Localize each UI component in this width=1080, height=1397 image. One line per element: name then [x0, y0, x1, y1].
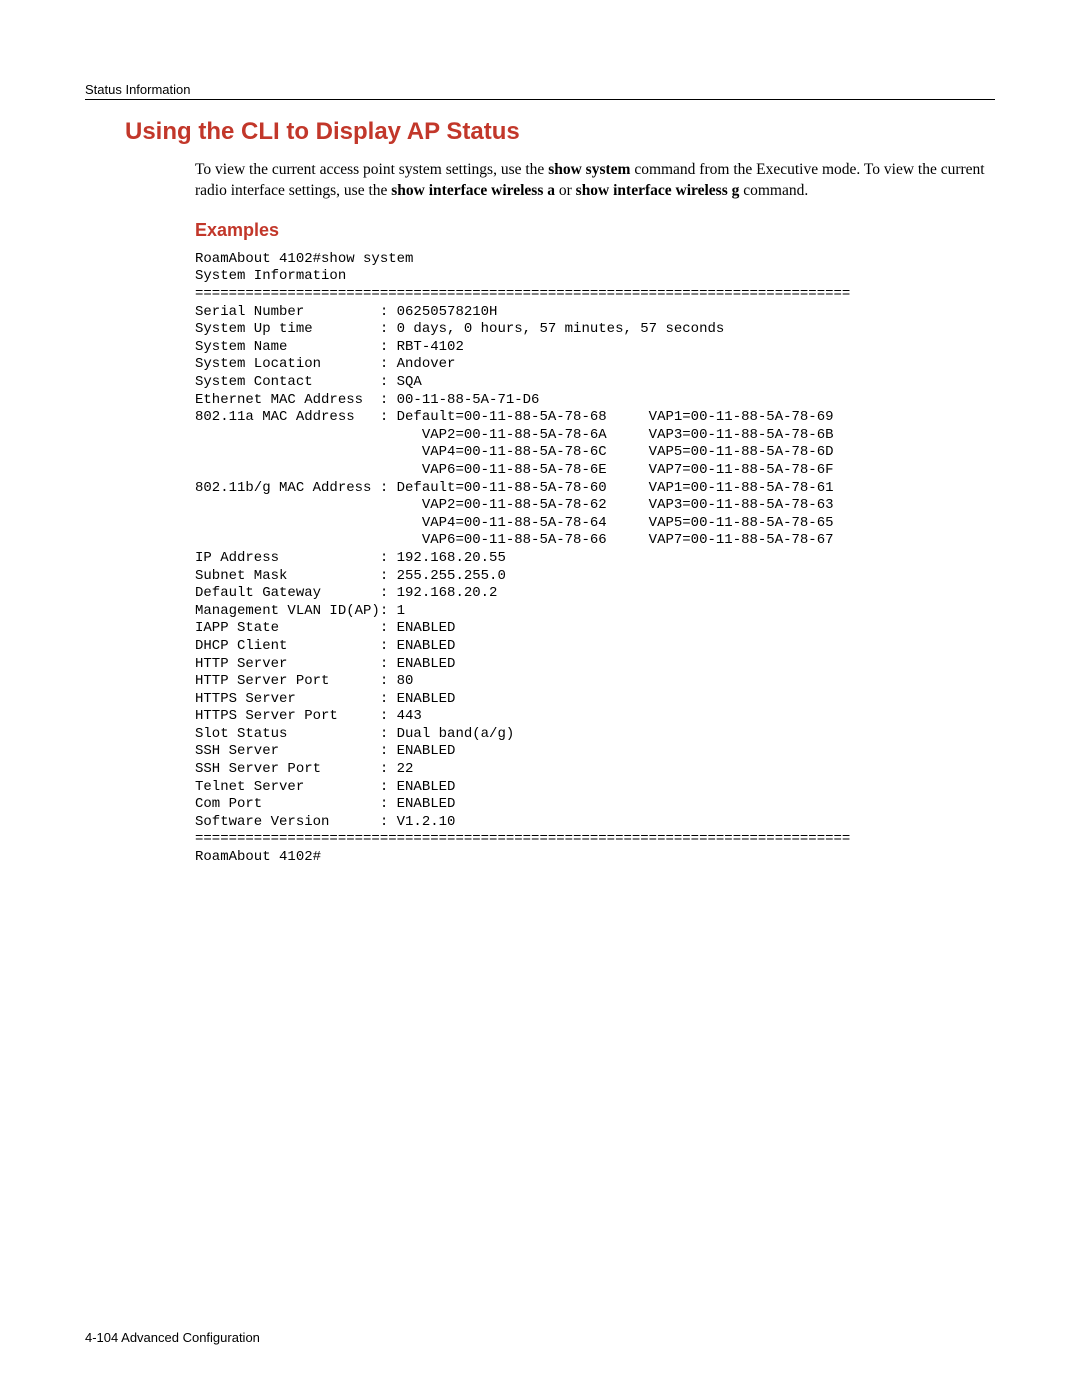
- running-head: Status Information: [85, 82, 995, 97]
- body-text-fragment: command.: [739, 182, 808, 199]
- body-text-fragment: To view the current access point system …: [195, 161, 548, 178]
- cli-output: RoamAbout 4102#show system System Inform…: [195, 251, 995, 867]
- examples-heading: Examples: [195, 220, 995, 241]
- head-rule: [85, 99, 995, 100]
- body-text-fragment: or: [555, 182, 576, 199]
- cmd-show-wireless-a: show interface wireless a: [391, 182, 555, 199]
- page: Status Information Using the CLI to Disp…: [0, 0, 1080, 1397]
- cmd-show-system: show system: [548, 161, 630, 178]
- section-title: Using the CLI to Display AP Status: [125, 118, 995, 146]
- page-footer: 4-104 Advanced Configuration: [85, 1330, 260, 1345]
- intro-paragraph: To view the current access point system …: [195, 160, 995, 202]
- cmd-show-wireless-g: show interface wireless g: [576, 182, 740, 199]
